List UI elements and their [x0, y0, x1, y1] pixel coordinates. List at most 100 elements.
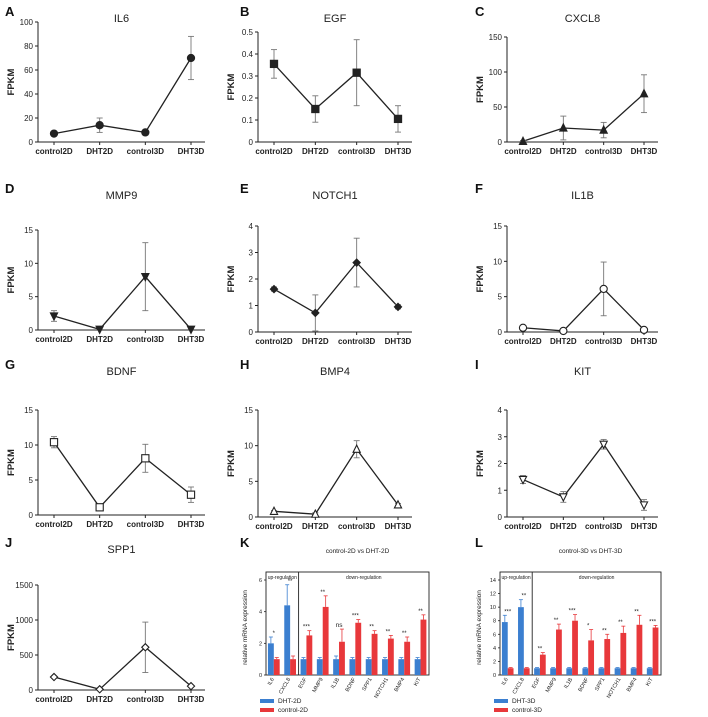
significance-label: ***	[504, 609, 512, 615]
series-line	[522, 287, 645, 332]
y-tick-label: 1000	[15, 616, 33, 625]
y-tick-label: 3	[498, 433, 503, 442]
panel-letter: A	[5, 4, 15, 19]
bar	[582, 668, 589, 675]
y-tick-label: 100	[20, 18, 34, 27]
panel-h: H BMP4 FPKM 0 5 10 15 control2D DHT2D control3D DH…	[226, 357, 412, 531]
plot-frame	[499, 571, 662, 676]
y-tick-label: 5	[29, 476, 34, 485]
x-tick-label: control3D	[585, 337, 623, 346]
y-axis-label: relative mRNA expression	[242, 590, 249, 665]
data-point-marker	[95, 325, 105, 335]
data-point-marker	[599, 124, 609, 134]
legend-label: DHT-2D	[278, 698, 302, 705]
y-tick-label: 15	[244, 406, 253, 415]
x-tick-label: DHT2D	[550, 147, 577, 156]
x-tick-label: control2D	[255, 337, 293, 346]
bar	[398, 659, 405, 675]
y-tick-label: 15	[24, 226, 33, 235]
x-tick-label: NOTCH1	[606, 677, 623, 700]
data-point-marker	[352, 258, 362, 267]
data-point-marker	[140, 273, 150, 282]
y-tick-label: 1	[498, 486, 503, 495]
significance-label: **	[602, 628, 607, 634]
data-point-marker	[141, 128, 150, 137]
y-tick-label: 4	[249, 222, 254, 231]
y-tick-label: 0	[498, 328, 503, 337]
x-tick-label: DHT3D	[178, 520, 205, 529]
x-tick-label: BDNF	[578, 676, 591, 693]
x-tick-label: DHT2D	[302, 337, 329, 346]
y-tick-label: 0.2	[242, 94, 254, 103]
significance-label: ***	[303, 625, 311, 631]
data-point-marker	[140, 642, 150, 652]
y-tick-label: 0	[249, 513, 254, 522]
y-tick-label: 150	[489, 33, 503, 42]
x-tick-label: control2D	[504, 337, 542, 346]
bar	[518, 607, 524, 675]
bar	[267, 643, 274, 675]
y-tick-label: 4	[259, 610, 262, 616]
bar	[572, 620, 578, 675]
significance-label: ***	[352, 614, 360, 620]
chart-title: BMP4	[320, 366, 350, 378]
y-tick-label: 500	[20, 651, 34, 660]
y-tick-label: 0	[249, 328, 254, 337]
data-point-marker	[558, 493, 568, 503]
bar	[636, 624, 643, 675]
x-tick-label: DHT2D	[550, 337, 577, 346]
x-tick-label: DHT3D	[385, 522, 412, 531]
bar	[300, 659, 307, 675]
y-tick-label: 15	[493, 222, 502, 231]
y-tick-label: 4	[498, 406, 503, 415]
data-point-marker	[352, 68, 361, 77]
bar	[523, 668, 530, 675]
y-axis-label: FPKM	[475, 265, 486, 292]
y-axis-label: FPKM	[226, 450, 237, 477]
significance-label: **	[369, 625, 374, 631]
significance-label: **	[618, 620, 623, 626]
y-tick-label: 0	[498, 138, 503, 147]
x-tick-label: control2D	[255, 522, 293, 531]
data-point-marker	[186, 681, 196, 691]
panel-letter: G	[5, 357, 15, 372]
panel-letter: D	[5, 181, 14, 196]
series-line	[53, 646, 192, 691]
data-point-marker	[558, 122, 568, 132]
y-tick-label: 80	[24, 42, 33, 51]
data-point-marker	[599, 440, 609, 450]
data-point-marker	[186, 490, 196, 499]
y-tick-label: 0	[29, 326, 34, 335]
x-tick-label: DHT2D	[550, 522, 577, 531]
y-tick-label: 8	[493, 619, 496, 625]
x-tick-label: CXCL8	[512, 677, 526, 695]
bar	[355, 622, 362, 675]
x-tick-label: control3D	[127, 335, 165, 344]
data-point-marker	[639, 325, 649, 335]
data-point-marker	[141, 454, 150, 463]
x-tick-label: DHT3D	[631, 522, 658, 531]
series-line	[273, 63, 399, 120]
x-tick-label: control3D	[585, 522, 623, 531]
y-axis-label: FPKM	[6, 624, 17, 651]
data-point-marker	[186, 53, 196, 63]
chart-title: BDNF	[107, 366, 137, 378]
panel-b: B EGF FPKM 0 0.1 0.2 0.3 0.4 0.5 control2D DHT2D co…	[226, 4, 412, 156]
significance-label: **	[320, 590, 325, 596]
significance-label: *	[587, 624, 590, 630]
data-point-marker	[518, 323, 528, 332]
bar	[507, 668, 514, 675]
bar	[630, 668, 637, 675]
data-point-marker	[599, 284, 608, 294]
panel-f: F IL1B FPKM 0 5 10 15 control2D DHT2D control3D DH…	[475, 181, 658, 346]
x-tick-label: control2D	[35, 520, 73, 529]
data-point-marker	[393, 499, 403, 509]
x-tick-label: DHT2D	[302, 147, 329, 156]
y-tick-label: 10	[493, 257, 502, 266]
panel-letter: K	[240, 535, 250, 550]
panel-letter: B	[240, 4, 249, 19]
bar	[339, 641, 345, 675]
y-tick-label: 0	[249, 138, 254, 147]
bar	[556, 629, 562, 675]
